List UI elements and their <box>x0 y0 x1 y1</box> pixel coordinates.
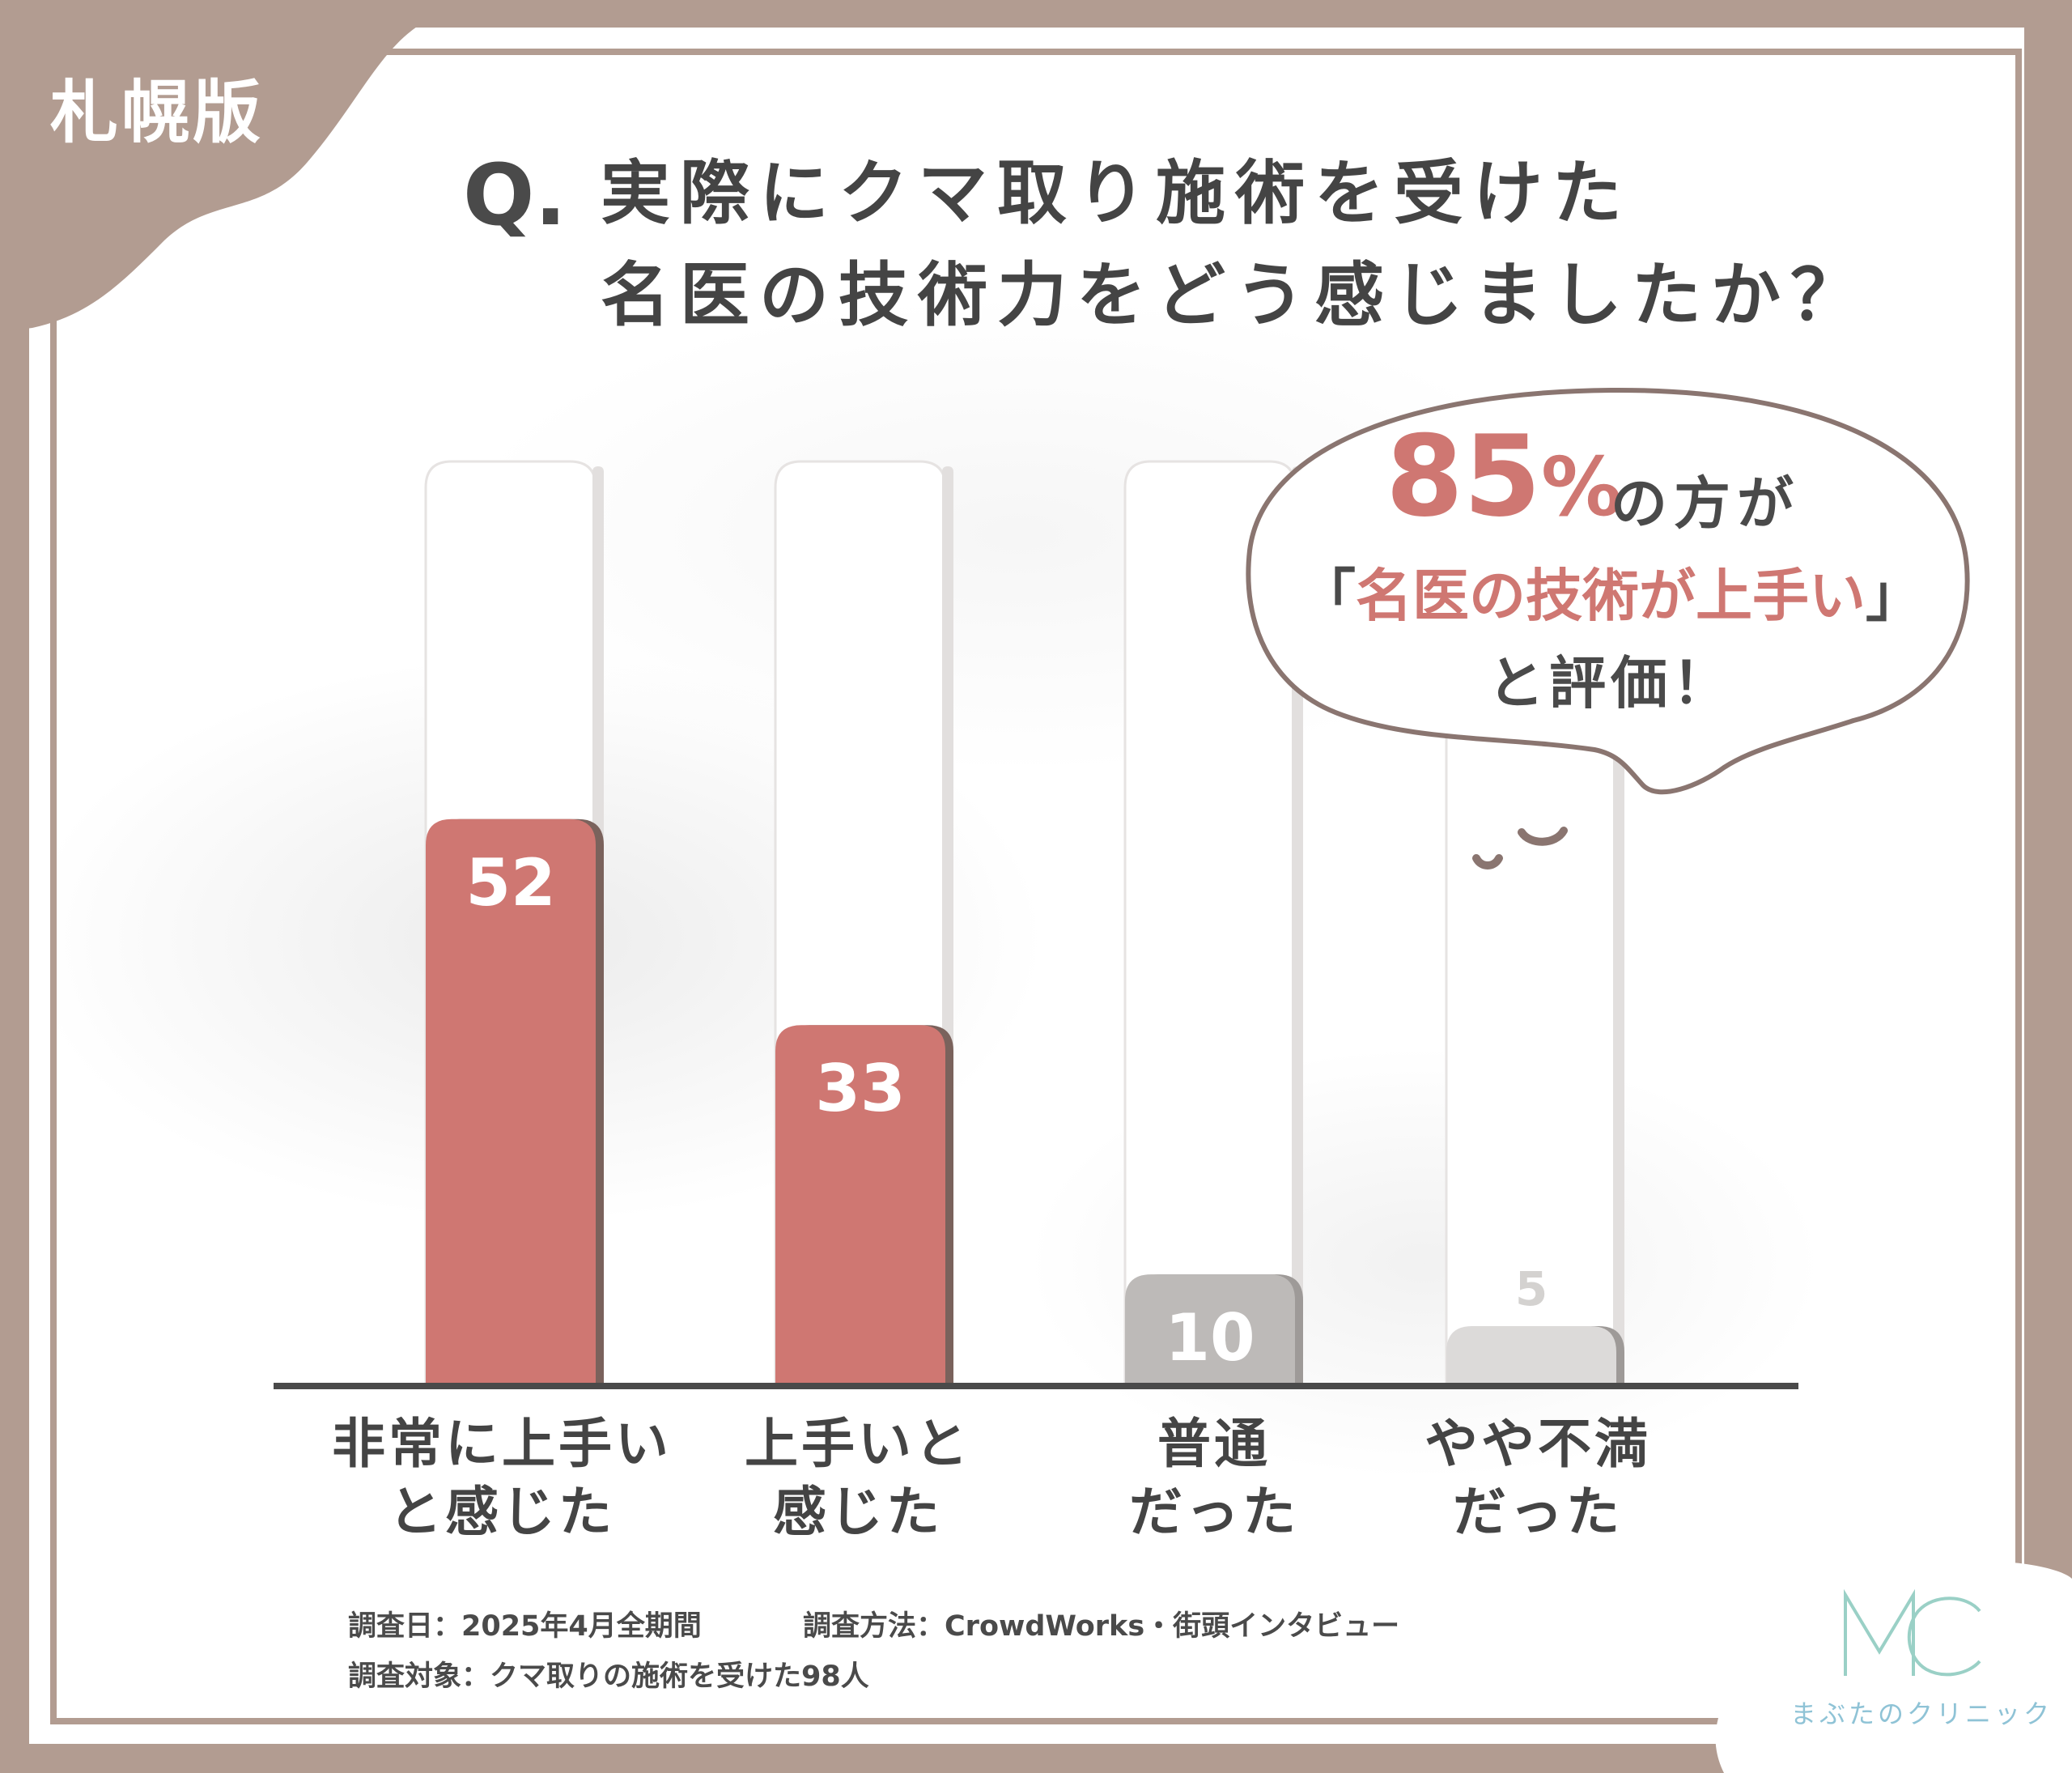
callout-line-2: 「名医の技術が上手い」 <box>1287 551 1934 632</box>
category-label-1-line-2: 感じた <box>773 1481 943 1543</box>
category-label-1: 上手いと 感じた <box>712 1410 1004 1546</box>
category-label-3-line-1: やや不満 <box>1424 1413 1651 1475</box>
bar-value-label-2: 10 <box>1165 1300 1255 1375</box>
category-label-0: 非常に上手い と感じた <box>308 1410 696 1546</box>
bar-track-shadow-2 <box>1292 466 1303 1383</box>
callout-close-bracket: 」 <box>1866 563 1922 629</box>
bars: 52 33 10 5 <box>426 818 1624 1383</box>
callout-percent: 85% <box>1386 411 1622 542</box>
footnote-target: 調査対象：クマ取りの施術を受けた98人 <box>348 1660 869 1693</box>
question-prefix: Q. <box>463 146 567 244</box>
brand-logo <box>1715 1561 2072 1773</box>
category-label-2-line-1: 普通 <box>1157 1413 1271 1475</box>
callout-highlight: 名医の技術が上手い <box>1356 563 1866 629</box>
category-label-3: やや不満 だった <box>1392 1410 1684 1546</box>
bar-3 <box>1446 1326 1616 1383</box>
bar-value-label-0: 52 <box>465 845 555 921</box>
bar-value-label-3: 5 <box>1515 1261 1548 1316</box>
question-line-2: 名医の技術力をどう感じましたか？ <box>601 255 1870 336</box>
bar-2 <box>1125 1274 1295 1383</box>
region-label: 札幌版 <box>50 73 265 152</box>
region-tab-shape <box>0 0 421 332</box>
category-label-0-line-2: と感じた <box>388 1481 615 1543</box>
bar-0 <box>426 818 596 1383</box>
category-label-0-line-1: 非常に上手い <box>332 1413 672 1475</box>
callout-percent-value: 85 <box>1386 411 1542 542</box>
callout-tail-drops <box>1472 827 1568 869</box>
brand-name: まぶたのクリニック <box>1790 1699 2053 1729</box>
footnote-method: 調査方法：CrowdWorks・街頭インタビュー <box>803 1610 1400 1643</box>
bar-value-label-1: 33 <box>815 1051 905 1126</box>
footnote-date: 調査日：2025年4月全期間 <box>348 1610 702 1643</box>
category-label-2: 普通 だった <box>1085 1410 1344 1546</box>
inner-frame <box>50 49 2022 1724</box>
callout-line-3: と評価！ <box>1488 650 1734 716</box>
callout-bubble <box>1246 387 1970 795</box>
bar-1 <box>775 1025 945 1383</box>
question-text: 実際にクマ取り施術を受けた 名医の技術力をどう感じましたか？ <box>601 142 1870 347</box>
callout-line-1: の方が <box>1611 470 1800 537</box>
category-label-1-line-1: 上手いと <box>745 1413 971 1475</box>
category-label-3-line-2: だった <box>1453 1481 1623 1543</box>
content-panel <box>29 28 2024 1744</box>
background-texture <box>49 49 2023 1733</box>
question-line-1: 実際にクマ取り施術を受けた <box>601 153 1632 234</box>
category-label-2-line-2: だった <box>1129 1481 1299 1543</box>
mc-monogram-icon <box>1844 1588 1981 1677</box>
callout-percent-unit: % <box>1541 440 1623 534</box>
callout-open-bracket: 「 <box>1299 563 1356 629</box>
